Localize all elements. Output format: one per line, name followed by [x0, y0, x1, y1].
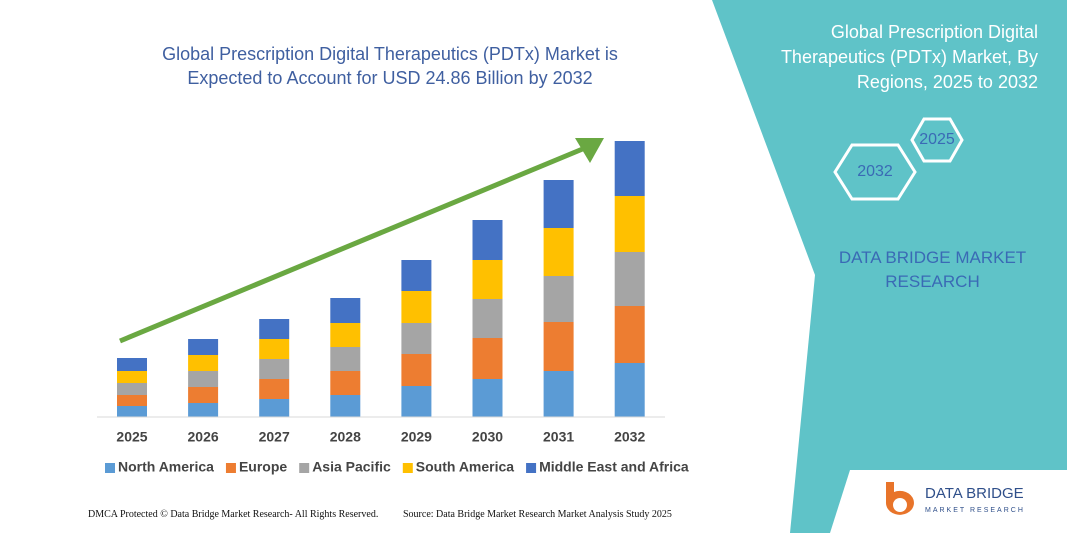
bar-segment — [472, 299, 503, 338]
legend-label: North America — [118, 459, 214, 475]
footer-source: Source: Data Bridge Market Research Mark… — [403, 509, 672, 520]
x-tick-label: 2030 — [472, 429, 503, 445]
bar-segment — [543, 276, 574, 322]
bar-segment — [543, 371, 574, 417]
hexagon — [833, 143, 917, 201]
bar-segment — [117, 383, 147, 395]
x-tick-label: 2028 — [330, 429, 361, 445]
bar-segment — [401, 291, 432, 323]
legend-label: South America — [416, 459, 514, 475]
bar-segment — [401, 386, 432, 417]
bar-segment — [472, 379, 503, 417]
bar-segment — [472, 220, 503, 260]
logo-tagline: MARKET RESEARCH — [925, 507, 1025, 514]
legend-swatch — [299, 463, 310, 473]
bar-segment — [259, 339, 290, 359]
bar-segment — [330, 298, 361, 323]
bar-segment — [614, 196, 645, 252]
panel-title: Global Prescription Digital Therapeutics… — [780, 22, 1038, 92]
bar-segment — [117, 371, 147, 383]
arrow-head — [575, 138, 604, 163]
bar-segment — [117, 406, 147, 417]
legend-label: Middle East and Africa — [539, 459, 689, 475]
hexagon — [910, 117, 964, 163]
bar-segment — [614, 141, 645, 196]
hex-label: 2032 — [857, 163, 893, 180]
logo-name: DATA BRIDGE — [925, 485, 1024, 502]
x-tick-label: 2029 — [401, 429, 432, 445]
bar-segment — [259, 379, 290, 399]
side-panel — [712, 0, 1067, 533]
bar-segment — [259, 399, 290, 417]
bar-segment — [543, 322, 574, 371]
x-tick-label: 2025 — [116, 429, 147, 445]
bar-segment — [188, 387, 219, 403]
bar-segment — [259, 359, 290, 379]
x-tick-label: 2026 — [188, 429, 219, 445]
bar-segment — [188, 339, 219, 355]
bar-segment — [401, 354, 432, 386]
legend-swatch — [225, 463, 236, 473]
chart-title: Global Prescription Digital Therapeutics… — [162, 44, 618, 88]
legend-swatch — [526, 463, 537, 473]
bar-segment — [188, 371, 219, 387]
bar-segment — [330, 371, 361, 395]
bar-segment — [117, 358, 147, 371]
legend-swatch — [402, 463, 413, 473]
bar-segment — [614, 252, 645, 306]
bar-segment — [188, 403, 219, 417]
bar-segment — [401, 323, 432, 354]
x-tick-label: 2031 — [543, 429, 574, 445]
bar-segment — [472, 260, 503, 299]
logo-mark — [893, 498, 907, 512]
bar-segment — [117, 395, 147, 406]
brand: DATA BRIDGE MARKET RESEARCH — [838, 248, 1027, 291]
bar-segment — [259, 319, 290, 339]
bar-segment — [188, 355, 219, 371]
bar-segment — [614, 363, 645, 417]
bar-segment — [330, 347, 361, 371]
bar-segment — [330, 323, 361, 347]
bar-segment — [543, 180, 574, 228]
legend-swatch — [105, 463, 115, 473]
legend-label: Europe — [239, 459, 287, 475]
legend-label: Asia Pacific — [312, 459, 391, 475]
trend-arrow — [119, 145, 586, 344]
bar-segment — [614, 306, 645, 363]
bar-segment — [401, 260, 432, 291]
footer-note: DMCA Protected © Data Bridge Market Rese… — [88, 509, 379, 520]
bar-segment — [330, 395, 361, 417]
x-tick-label: 2027 — [259, 429, 290, 445]
hex-label: 2025 — [919, 131, 955, 148]
bar-segment — [472, 338, 503, 379]
plot: 2025 2026 2027 2028 2029 2030 2031 2032 North Am… — [97, 141, 689, 475]
x-tick-label: 2032 — [614, 429, 645, 445]
bar-segment — [543, 228, 574, 276]
